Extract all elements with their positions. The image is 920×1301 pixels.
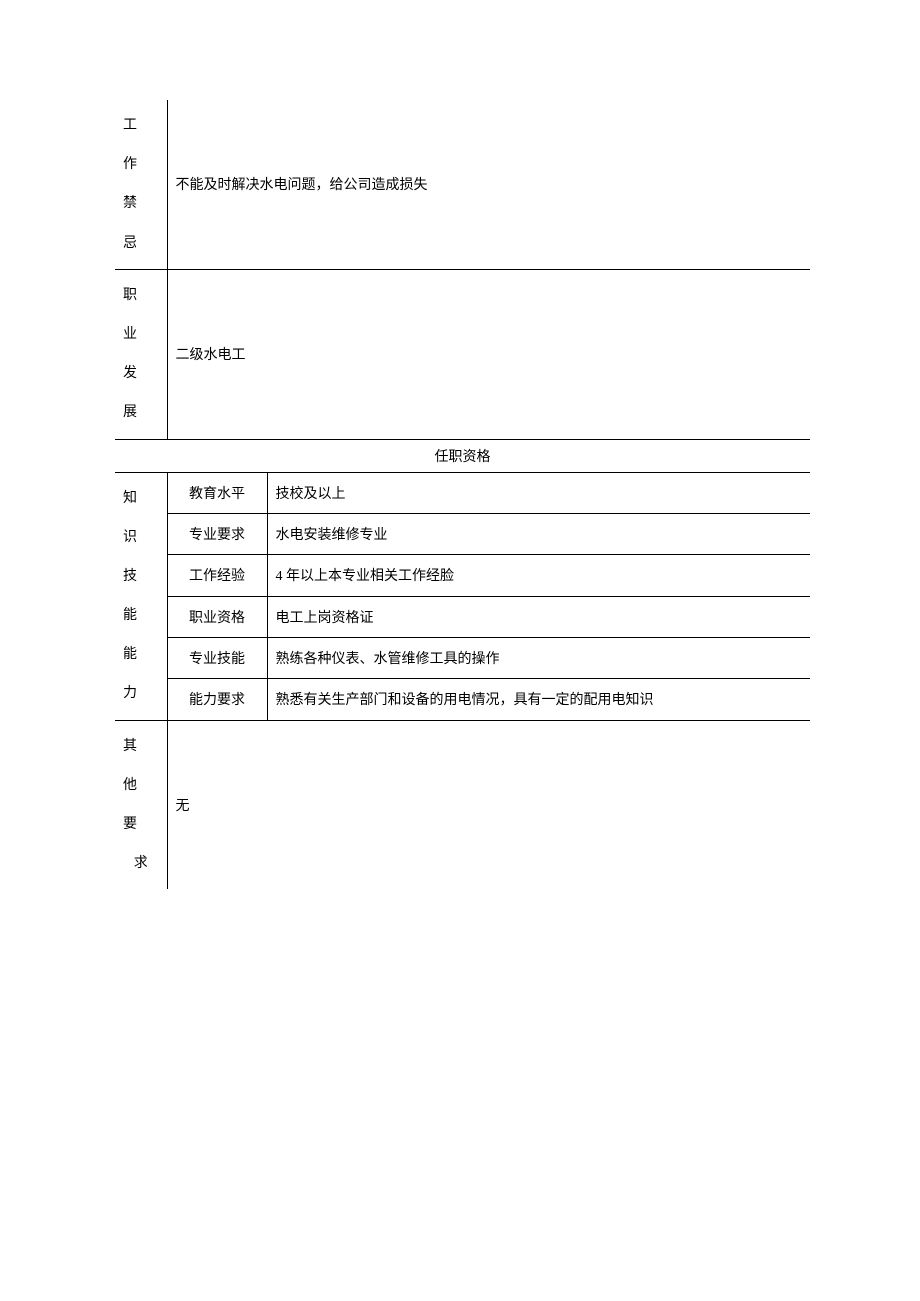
row-capability: 能力要求 熟悉有关生产部门和设备的用电情况，具有一定的配用电知识 <box>115 679 810 720</box>
label-experience: 工作经验 <box>167 555 267 596</box>
label-other-req: 其 他 要 求 <box>115 720 167 889</box>
label-capability: 能力要求 <box>167 679 267 720</box>
label-skill: 专业技能 <box>167 637 267 678</box>
content-career-dev: 二级水电工 <box>167 269 810 439</box>
value-experience: 4 年以上本专业相关工作经脸 <box>267 555 810 596</box>
label-work-taboo: 工 作 禁 忌 <box>115 100 167 269</box>
row-major: 专业要求 水电安装维修专业 <box>115 513 810 554</box>
content-other-req: 无 <box>167 720 810 889</box>
row-career-dev: 职 业 发 展 二级水电工 <box>115 269 810 439</box>
label-education: 教育水平 <box>167 472 267 513</box>
row-work-taboo: 工 作 禁 忌 不能及时解决水电问题，给公司造成损失 <box>115 100 810 269</box>
row-section-title: 任职资格 <box>115 439 810 472</box>
content-work-taboo: 不能及时解决水电问题，给公司造成损失 <box>167 100 810 269</box>
label-qualification: 职业资格 <box>167 596 267 637</box>
row-other-req: 其 他 要 求 无 <box>115 720 810 889</box>
row-qualification: 职业资格 电工上岗资格证 <box>115 596 810 637</box>
value-capability: 熟悉有关生产部门和设备的用电情况，具有一定的配用电知识 <box>267 679 810 720</box>
value-qualification: 电工上岗资格证 <box>267 596 810 637</box>
value-skill: 熟练各种仪表、水管维修工具的操作 <box>267 637 810 678</box>
label-career-dev: 职 业 发 展 <box>115 269 167 439</box>
job-description-table: 工 作 禁 忌 不能及时解决水电问题，给公司造成损失 职 业 发 展 二级水电工… <box>115 100 810 889</box>
row-edu: 知 识 技 能 能 力 教育水平 技校及以上 <box>115 472 810 513</box>
label-major: 专业要求 <box>167 513 267 554</box>
value-education: 技校及以上 <box>267 472 810 513</box>
label-knowledge-ability: 知 识 技 能 能 力 <box>115 472 167 720</box>
section-title: 任职资格 <box>115 439 810 472</box>
value-major: 水电安装维修专业 <box>267 513 810 554</box>
row-experience: 工作经验 4 年以上本专业相关工作经脸 <box>115 555 810 596</box>
row-skill: 专业技能 熟练各种仪表、水管维修工具的操作 <box>115 637 810 678</box>
